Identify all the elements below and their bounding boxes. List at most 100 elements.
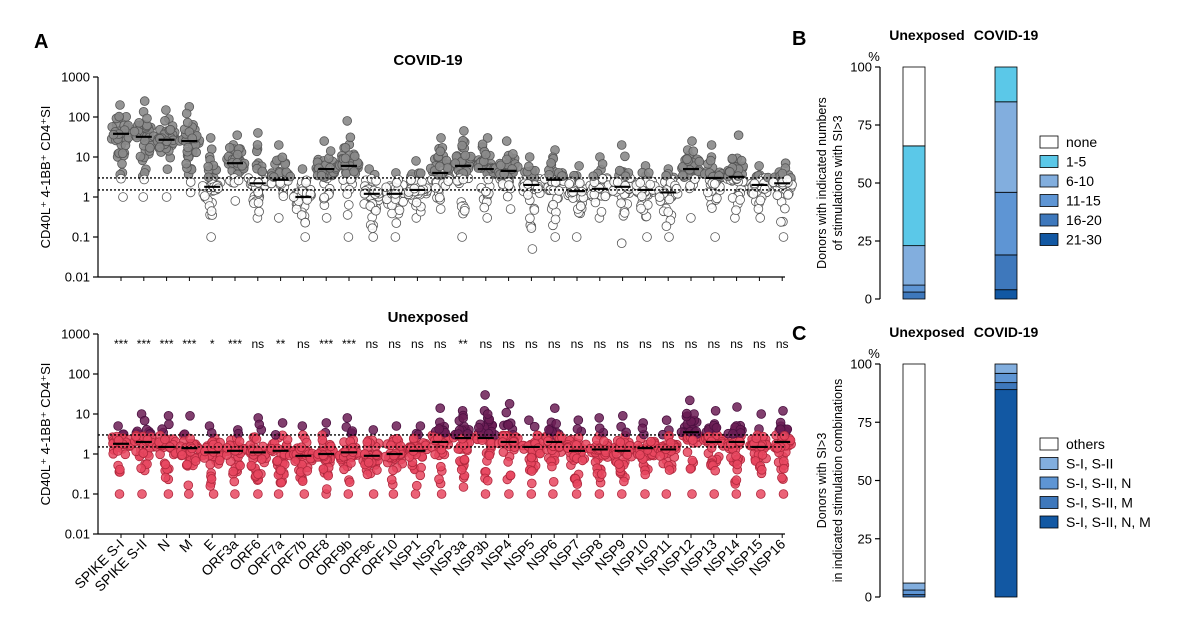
data-point: [138, 192, 149, 202]
stacked-bar-segment: [902, 363, 926, 584]
significance-label: ns: [685, 337, 698, 351]
y-unit: %: [868, 346, 880, 361]
data-point: [664, 232, 674, 242]
data-point: [408, 433, 419, 444]
data-point: [318, 450, 329, 461]
data-point: [480, 489, 491, 499]
bar-column-title: Unexposed: [889, 324, 964, 340]
data-point: [208, 489, 219, 499]
data-point: [228, 466, 239, 477]
data-point: [663, 207, 673, 217]
data-point: [205, 459, 216, 470]
legend-label: S-I, S-II, M: [1066, 495, 1133, 511]
data-point: [206, 232, 216, 242]
data-point: [640, 489, 650, 499]
data-point: [364, 164, 375, 174]
data-point: [619, 476, 629, 487]
data-point: [436, 489, 447, 499]
significance-label: ns: [571, 337, 584, 351]
data-point: [394, 205, 405, 216]
data-point: [430, 183, 441, 193]
data-point: [409, 183, 420, 194]
data-point: [135, 151, 146, 162]
stacked-bar-segment: [994, 382, 1018, 391]
data-point: [388, 465, 398, 476]
data-point: [458, 413, 469, 423]
data-point: [655, 451, 665, 461]
stacked-bar-segment: [902, 291, 926, 300]
legend-label: 1-5: [1066, 154, 1086, 170]
legend-swatch: [1039, 437, 1059, 451]
data-point: [732, 459, 743, 470]
stacked-bar-segment: [994, 66, 1018, 103]
scatter-title: Unexposed: [388, 309, 469, 326]
data-point: [755, 489, 766, 499]
data-point: [229, 476, 240, 487]
data-point: [724, 167, 735, 177]
panel-label-c: C: [792, 323, 806, 345]
data-point: [546, 158, 556, 168]
legend-swatch: [1039, 476, 1059, 490]
data-point: [434, 424, 444, 434]
data-point: [456, 464, 467, 475]
data-point: [526, 223, 537, 233]
data-point: [728, 428, 738, 439]
data-point: [139, 415, 150, 426]
data-point: [505, 470, 516, 481]
data-point: [230, 196, 241, 206]
data-point: [661, 221, 672, 232]
data-point: [301, 177, 311, 188]
data-point: [564, 179, 574, 189]
data-point: [115, 100, 125, 110]
data-point: [686, 213, 696, 223]
y-tick-label: 1000: [61, 327, 90, 342]
data-point: [386, 440, 396, 451]
antigen-label: N: [154, 536, 172, 554]
data-point: [712, 193, 722, 204]
data-point: [664, 194, 675, 205]
data-point: [596, 469, 607, 479]
data-point: [504, 180, 514, 190]
data-point: [277, 418, 288, 428]
y-axis-label: of stimulations with SI>3: [831, 115, 845, 250]
data-point: [253, 198, 264, 208]
data-point: [342, 116, 353, 126]
data-point: [230, 489, 240, 499]
legend-label: others: [1066, 436, 1105, 452]
data-point: [731, 489, 742, 499]
data-point: [163, 410, 174, 421]
significance-label: **: [276, 337, 286, 351]
data-point: [372, 187, 383, 197]
data-point: [163, 489, 174, 499]
y-tick-label: 100: [850, 357, 872, 372]
data-point: [551, 418, 561, 429]
data-point: [371, 205, 381, 216]
data-point: [777, 472, 787, 483]
data-point: [362, 469, 373, 480]
data-point: [681, 408, 692, 419]
data-point: [755, 213, 765, 223]
stacked-bar-segment: [994, 101, 1018, 193]
significance-label: ns: [753, 337, 766, 351]
data-point: [161, 192, 172, 202]
data-point: [297, 164, 308, 174]
data-point: [391, 218, 402, 228]
legend-label: S-I, S-II, N, M: [1066, 514, 1151, 530]
data-point: [363, 457, 374, 468]
data-point: [548, 199, 558, 210]
stacked-bar-segment: [902, 582, 926, 591]
data-point: [117, 159, 127, 169]
legend-label: 21-30: [1066, 232, 1102, 248]
significance-label: ns: [502, 337, 515, 351]
y-tick-label: 100: [850, 60, 872, 75]
data-point: [483, 428, 494, 439]
data-point: [690, 174, 700, 184]
significance-label: ns: [411, 337, 424, 351]
data-point: [415, 470, 426, 481]
scatter-covid-panel: COVID-19 CD40L⁺ 4-1BB⁺ CD4⁺SI 0.01 0.1 1 10 10…: [38, 52, 797, 285]
data-point: [435, 204, 446, 214]
data-point: [182, 459, 192, 470]
antigen-label: M: [176, 536, 196, 556]
